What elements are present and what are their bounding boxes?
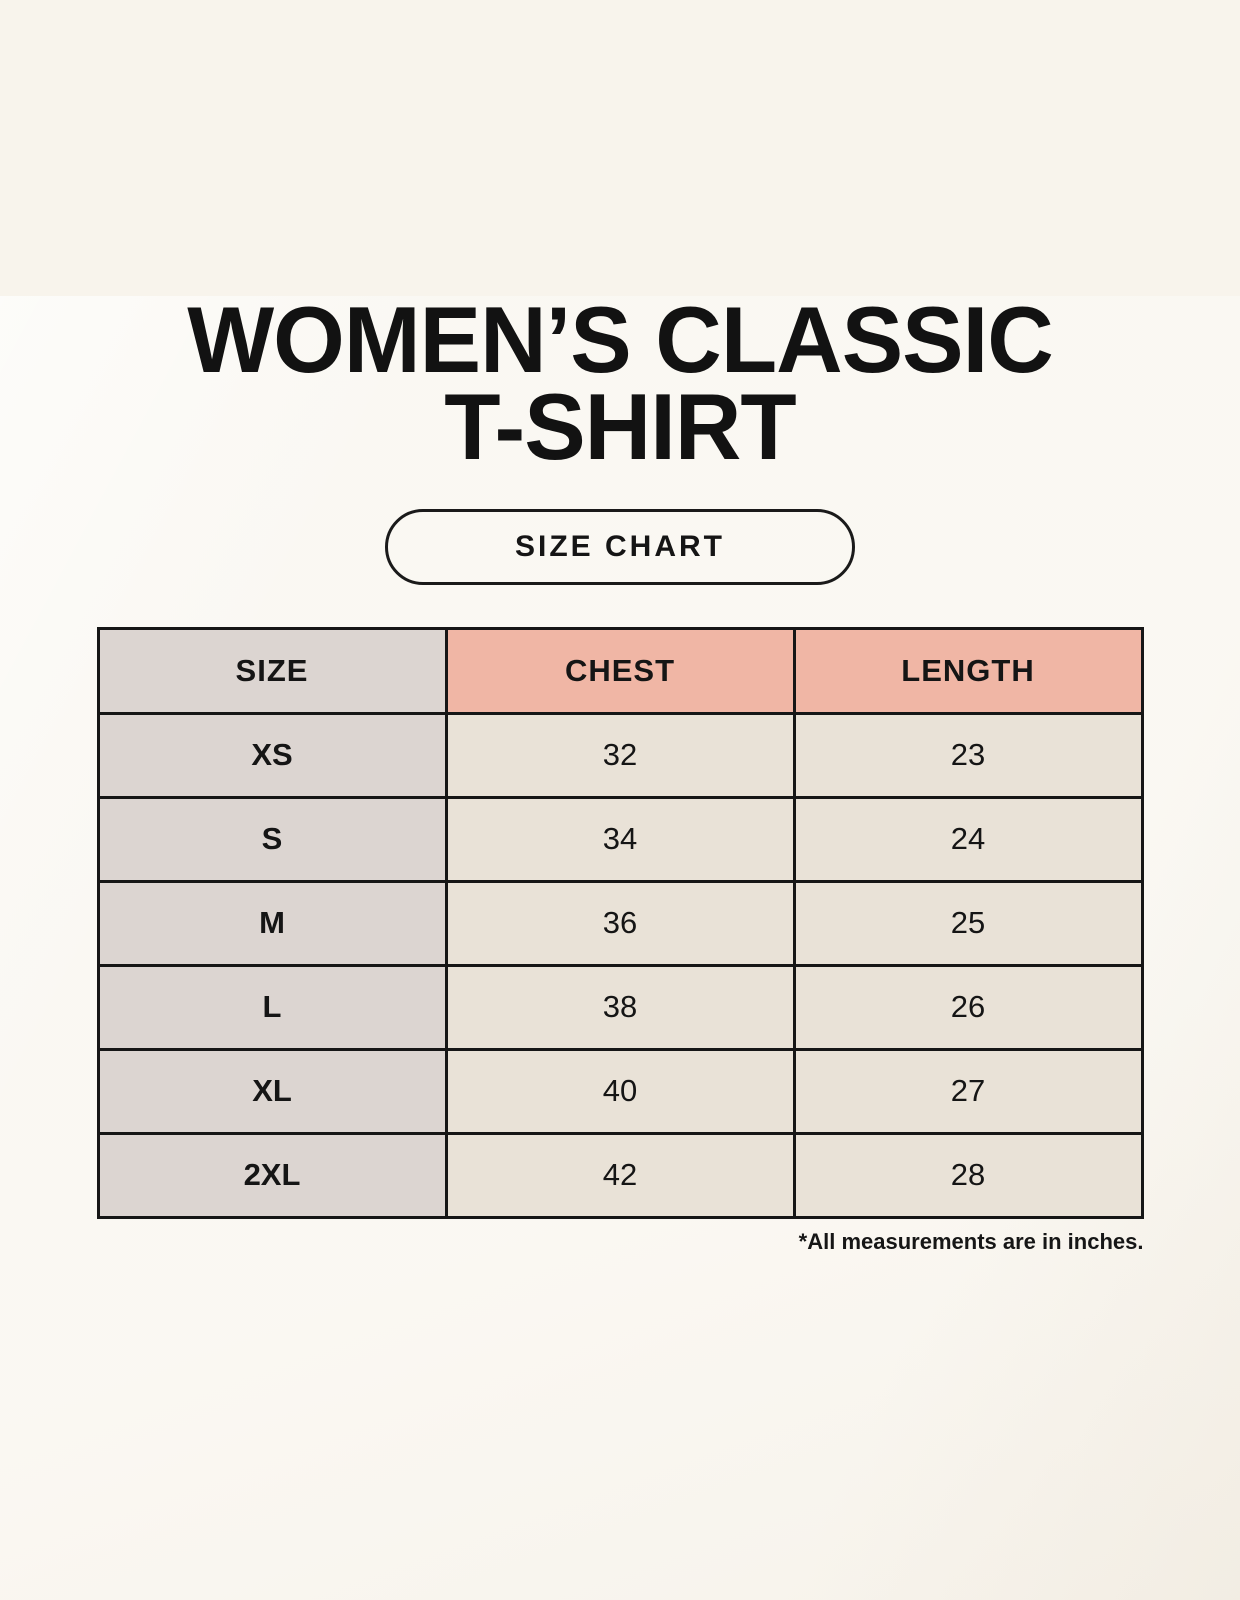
size-label: L [96, 963, 448, 1051]
table-row: S 34 24 [96, 795, 1144, 883]
length-value: 25 [792, 879, 1144, 967]
chest-value: 32 [444, 711, 796, 799]
chest-value: 34 [444, 795, 796, 883]
measurements-footnote: *All measurements are in inches. [798, 1228, 1144, 1254]
chest-value: 40 [444, 1047, 796, 1135]
size-label: 2XL [96, 1131, 448, 1219]
size-chart-table: SIZE CHEST LENGTH XS 32 23 S 34 24 M [96, 626, 1144, 1219]
column-header-chest: CHEST [444, 626, 796, 715]
page-title: WOMEN’S CLASSIC T-SHIRT [12, 287, 1227, 480]
length-value: 28 [792, 1131, 1144, 1219]
chest-value: 42 [444, 1131, 796, 1219]
column-header-size: SIZE [96, 626, 448, 715]
chest-value: 38 [444, 963, 796, 1051]
size-chart-button[interactable]: SIZE CHART [385, 508, 855, 585]
length-value: 26 [792, 963, 1144, 1051]
chest-value: 36 [444, 879, 796, 967]
length-value: 24 [792, 795, 1144, 883]
table-row: XS 32 23 [96, 711, 1144, 799]
page-title-line1: WOMEN’S CLASSIC [187, 287, 1054, 392]
table-header-row: SIZE CHEST LENGTH [96, 626, 1144, 715]
column-header-length: LENGTH [792, 626, 1144, 715]
size-chart-graphic: WOMEN’S CLASSIC T-SHIRT SIZE CHART SIZE … [0, 287, 1240, 1600]
size-label: XS [96, 711, 448, 799]
page-title-line2: T-SHIRT [444, 374, 796, 480]
size-label: S [96, 795, 448, 883]
length-value: 27 [792, 1047, 1144, 1135]
size-label: M [96, 879, 448, 967]
size-label: XL [96, 1047, 448, 1135]
table-row: 2XL 42 28 [96, 1131, 1144, 1219]
table-row: M 36 25 [96, 879, 1144, 967]
length-value: 23 [792, 711, 1144, 799]
table-row: L 38 26 [96, 963, 1144, 1051]
table-row: XL 40 27 [96, 1047, 1144, 1135]
size-chart-table-wrapper: SIZE CHEST LENGTH XS 32 23 S 34 24 M [96, 626, 1144, 1219]
